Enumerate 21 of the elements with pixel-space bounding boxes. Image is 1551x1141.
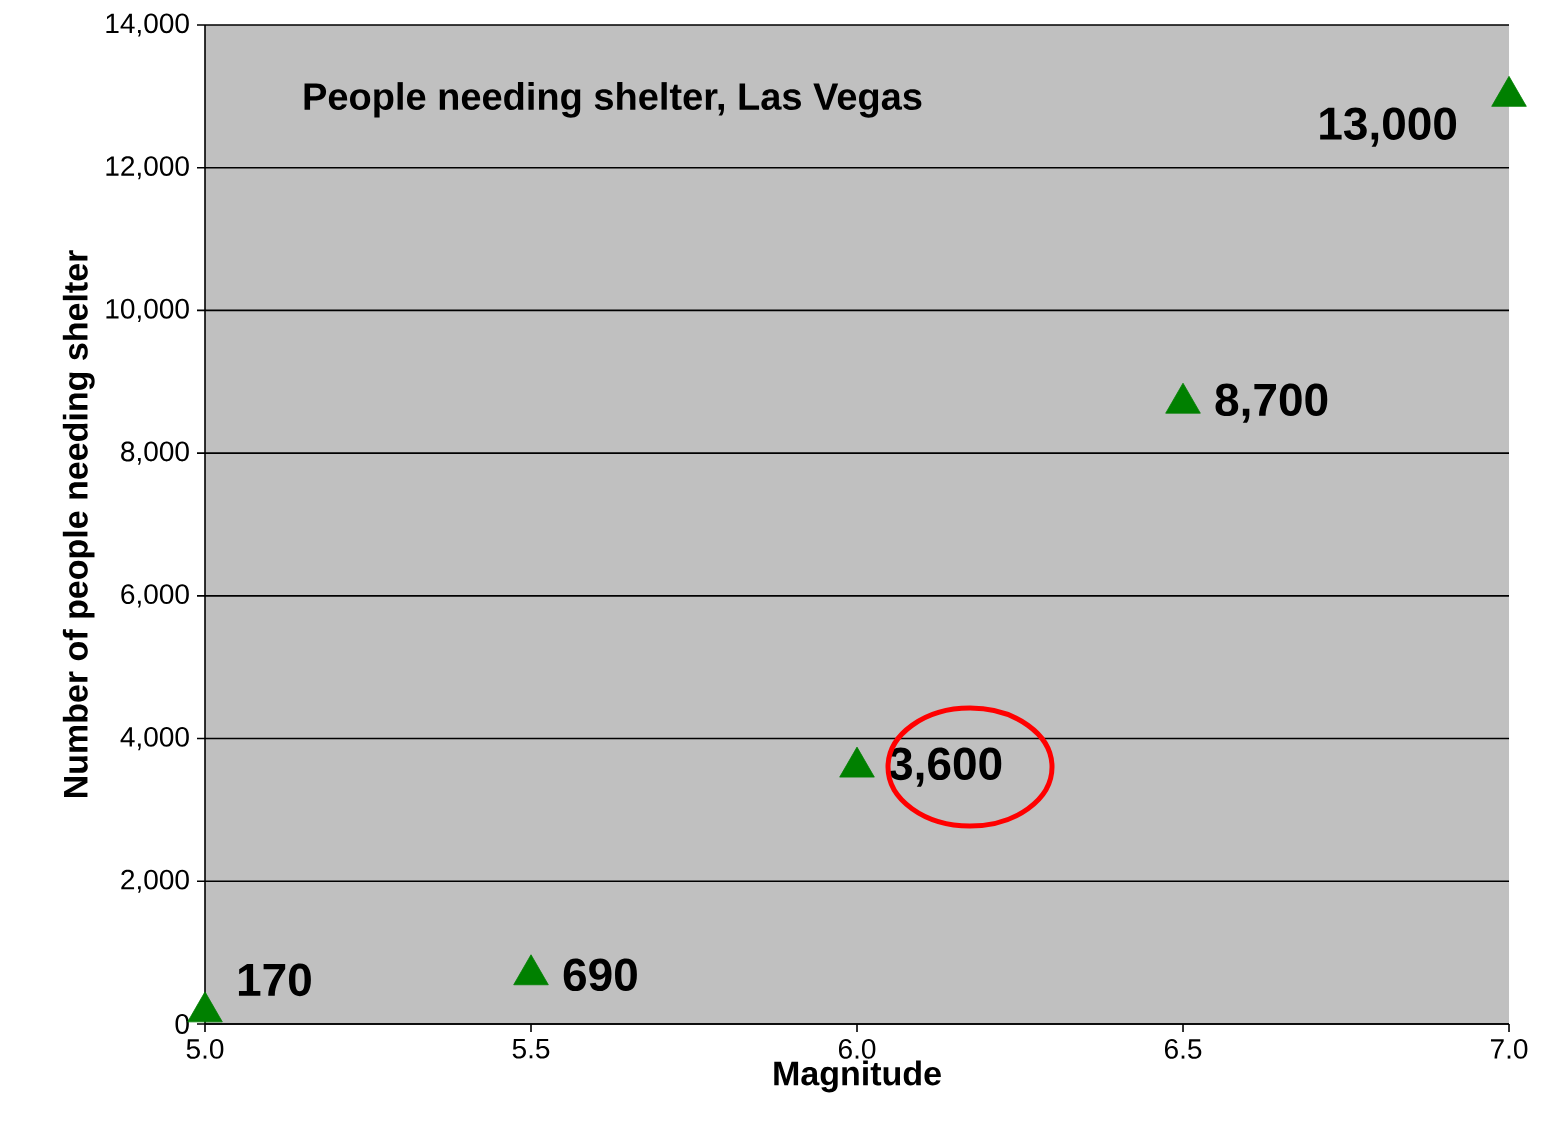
data-label: 13,000	[1320, 107, 1457, 147]
x-tick-label: 6.0	[838, 1039, 876, 1059]
data-label: 170	[238, 963, 311, 997]
data-label: 3,600	[889, 747, 1002, 787]
text: People needing shelter, Las Vegas	[304, 82, 922, 118]
y-tick-label: 14,000	[106, 13, 189, 37]
y-tick-label: 10,000	[106, 298, 189, 322]
y-tick-label: 6,000	[121, 584, 189, 608]
data-label: 8,700	[1215, 383, 1328, 423]
y-tick-label: 0	[175, 1014, 189, 1034]
y-tick-label: 2,000	[121, 869, 189, 893]
x-tick-label: 6.5	[1164, 1039, 1202, 1059]
x-axis-title: Magnitude	[774, 1060, 941, 1093]
y-axis-title: Number of people needing shelter	[62, 250, 95, 798]
x-tick-label: 5.0	[186, 1039, 224, 1059]
x-tick-label: 5.5	[512, 1039, 550, 1059]
y-tick-label: 4,000	[120, 726, 189, 751]
y-tick-label: 8,000	[121, 441, 189, 465]
x-tick-label: 7.0	[1490, 1039, 1528, 1059]
y-tick-label: 12,000	[106, 156, 189, 180]
data-label: 690	[563, 958, 637, 992]
